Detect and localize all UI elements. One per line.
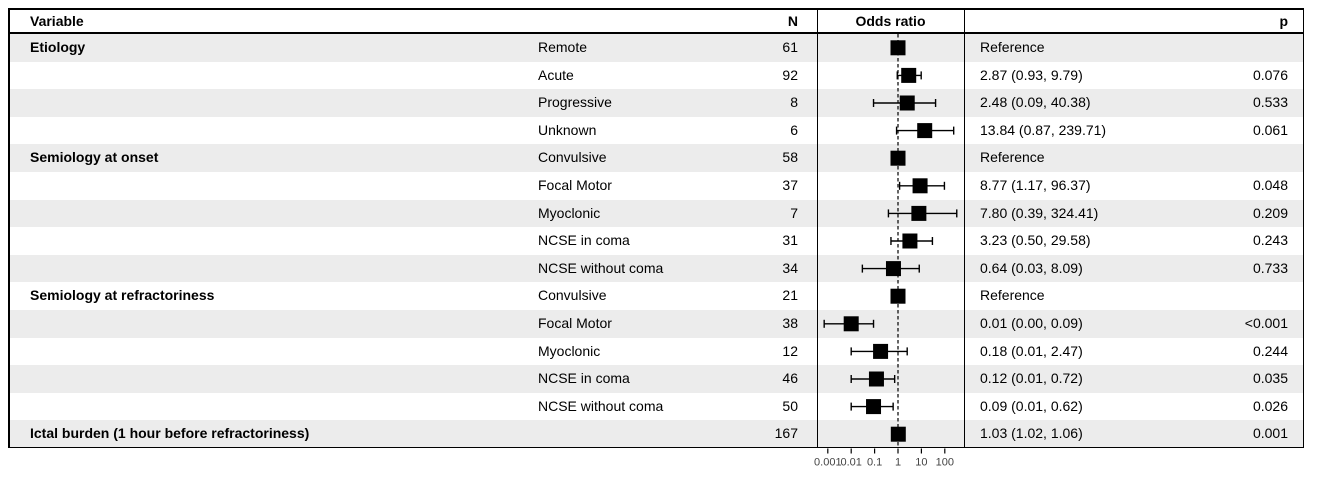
category-cell: Acute <box>538 66 574 83</box>
column-header-n: N <box>787 12 798 29</box>
table-row: Myoclonic 12 0.18 (0.01, 2.47) 0.244 <box>10 338 1303 366</box>
category-cell: NCSE without coma <box>538 397 664 414</box>
header-separator <box>8 32 1304 34</box>
table-row: NCSE without coma 50 0.09 (0.01, 0.62) 0… <box>10 393 1303 421</box>
table-row: Myoclonic 7 7.80 (0.39, 324.41) 0.209 <box>9 199 1303 228</box>
p-value-cell: 0.733 <box>1252 259 1288 276</box>
column-header-variable: Variable <box>30 12 84 29</box>
variable-cell: Semiology at refractoriness <box>30 287 215 304</box>
category-cell: NCSE without coma <box>538 259 664 276</box>
table-row: Semiology at refractoriness Convulsive 2… <box>10 282 1303 310</box>
table-border-left <box>8 8 10 449</box>
p-value-cell: <0.001 <box>1244 314 1288 331</box>
table-body: Etiology Remote 61 Reference Acute 92 2.… <box>9 34 1303 448</box>
odds-ratio-text-cell: Reference <box>980 149 1045 166</box>
category-cell: Convulsive <box>538 287 607 304</box>
n-cell: 37 <box>782 176 798 193</box>
odds-ratio-text-cell: 0.18 (0.01, 2.47) <box>980 342 1083 359</box>
table-row: NCSE without coma 34 0.64 (0.03, 8.09) 0… <box>9 254 1303 283</box>
category-cell: Focal Motor <box>538 176 612 193</box>
plot-column-left-separator <box>817 8 819 448</box>
p-value-cell: 0.076 <box>1252 66 1288 83</box>
n-cell: 167 <box>774 425 798 442</box>
n-cell: 58 <box>782 149 798 166</box>
n-cell: 7 <box>790 204 798 221</box>
p-value-cell: 0.533 <box>1252 94 1288 111</box>
column-header-odds-ratio: Odds ratio <box>855 12 926 29</box>
table-row: Unknown 6 13.84 (0.87, 239.71) 0.061 <box>10 117 1303 145</box>
p-value-cell: 0.048 <box>1252 176 1288 193</box>
table-row: Ictal burden (1 hour before refractorine… <box>9 420 1303 448</box>
odds-ratio-text-cell: 0.64 (0.03, 8.09) <box>980 259 1083 276</box>
axis-tick-label: 100 <box>936 457 954 469</box>
p-value-cell: 0.209 <box>1252 204 1288 221</box>
p-value-cell: 0.035 <box>1252 370 1288 387</box>
axis-tick-label: 0.01 <box>840 457 861 469</box>
table-row: Focal Motor 38 0.01 (0.00, 0.09) <0.001 <box>9 309 1303 338</box>
table-row: NCSE in coma 31 3.23 (0.50, 29.58) 0.243 <box>10 227 1303 255</box>
p-value-cell: 0.061 <box>1252 121 1288 138</box>
category-cell: Unknown <box>538 121 597 138</box>
table-row: Focal Motor 37 8.77 (1.17, 96.37) 0.048 <box>10 172 1303 200</box>
odds-ratio-text-cell: 0.01 (0.00, 0.09) <box>980 314 1083 331</box>
variable-cell: Ictal burden (1 hour before refractorine… <box>30 425 310 442</box>
table-row: NCSE in coma 46 0.12 (0.01, 0.72) 0.035 <box>9 365 1303 393</box>
table-row: Progressive 8 2.48 (0.09, 40.38) 0.533 <box>9 89 1303 117</box>
n-cell: 8 <box>790 94 798 111</box>
category-cell: Progressive <box>538 94 612 111</box>
axis-tick-label: 1 <box>895 457 901 469</box>
n-cell: 12 <box>782 342 798 359</box>
odds-ratio-text-cell: 2.48 (0.09, 40.38) <box>980 94 1091 111</box>
n-cell: 61 <box>782 39 798 55</box>
plot-column-right-separator <box>964 8 966 448</box>
odds-ratio-text-cell: 0.09 (0.01, 0.62) <box>980 397 1083 414</box>
n-cell: 21 <box>782 287 798 304</box>
category-cell: NCSE in coma <box>538 232 630 249</box>
table-border-right <box>1302 8 1305 449</box>
n-cell: 6 <box>790 121 798 138</box>
variable-cell: Semiology at onset <box>30 149 159 166</box>
category-cell: NCSE in coma <box>538 370 630 387</box>
n-cell: 92 <box>782 66 798 83</box>
odds-ratio-text-cell: 3.23 (0.50, 29.58) <box>980 232 1091 249</box>
category-cell: Myoclonic <box>538 342 601 359</box>
axis-tick-label: 0.001 <box>814 457 842 469</box>
table-border-bottom <box>8 446 1304 449</box>
odds-ratio-text-cell: 1.03 (1.02, 1.06) <box>980 425 1083 442</box>
p-value-cell: 0.001 <box>1252 425 1288 442</box>
n-cell: 38 <box>782 314 798 331</box>
axis-tick-label: 0.1 <box>867 457 882 469</box>
p-value-cell: 0.243 <box>1252 232 1288 249</box>
table-header: Variable N Odds ratio p <box>10 10 1303 33</box>
n-cell: 50 <box>782 397 798 414</box>
table-border-top <box>8 8 1304 10</box>
column-header-p: p <box>1279 12 1288 29</box>
odds-ratio-text-cell: 13.84 (0.87, 239.71) <box>980 121 1107 138</box>
category-cell: Remote <box>538 39 588 55</box>
category-cell: Myoclonic <box>538 204 601 221</box>
odds-ratio-text-cell: 2.87 (0.93, 9.79) <box>980 66 1083 83</box>
odds-ratio-text-cell: 8.77 (1.17, 96.37) <box>980 176 1091 193</box>
odds-ratio-text-cell: Reference <box>980 39 1045 55</box>
odds-ratio-text-cell: 7.80 (0.39, 324.41) <box>980 204 1099 221</box>
n-cell: 31 <box>782 232 798 249</box>
odds-ratio-text-cell: Reference <box>980 287 1045 304</box>
p-value-cell: 0.244 <box>1252 342 1288 359</box>
n-cell: 46 <box>782 370 798 387</box>
variable-cell: Etiology <box>30 39 86 55</box>
axis-tick-label: 10 <box>915 457 927 469</box>
p-value-cell: 0.026 <box>1252 397 1288 414</box>
n-cell: 34 <box>782 259 798 276</box>
table-row: Etiology Remote 61 Reference <box>9 34 1303 62</box>
table-row: Acute 92 2.87 (0.93, 9.79) 0.076 <box>10 62 1303 90</box>
table-row: Semiology at onset Convulsive 58 Referen… <box>9 144 1303 172</box>
odds-ratio-text-cell: 0.12 (0.01, 0.72) <box>980 370 1083 387</box>
category-cell: Focal Motor <box>538 314 612 331</box>
category-cell: Convulsive <box>538 149 607 166</box>
